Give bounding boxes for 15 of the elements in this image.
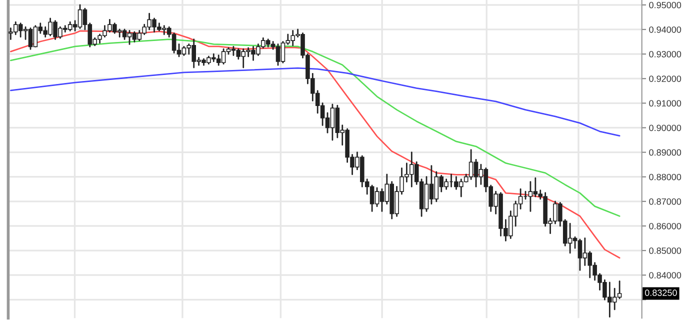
line-series (10, 67, 620, 137)
y-tick-label: 0.93000 (649, 51, 682, 58)
y-tick-label: 0.90000 (649, 124, 682, 132)
y-tick-label: 0.85000 (649, 248, 682, 254)
y-tick-label: 0.87000 (649, 198, 682, 205)
line-series (10, 38, 620, 217)
y-tick-label: 0.89000 (649, 149, 682, 156)
y-tick-label: 0.84000 (649, 272, 682, 278)
y-tick-label: 0.88000 (649, 174, 682, 180)
y-tick-label: 0.92000 (649, 76, 682, 82)
y-tick-label: 0.91000 (649, 100, 682, 107)
y-tick-label: 0.94000 (649, 26, 682, 33)
text: 0.83250 (644, 290, 677, 296)
y-tick-label: 0.95000 (649, 2, 682, 8)
y-tick-label: 0.86000 (649, 222, 682, 230)
